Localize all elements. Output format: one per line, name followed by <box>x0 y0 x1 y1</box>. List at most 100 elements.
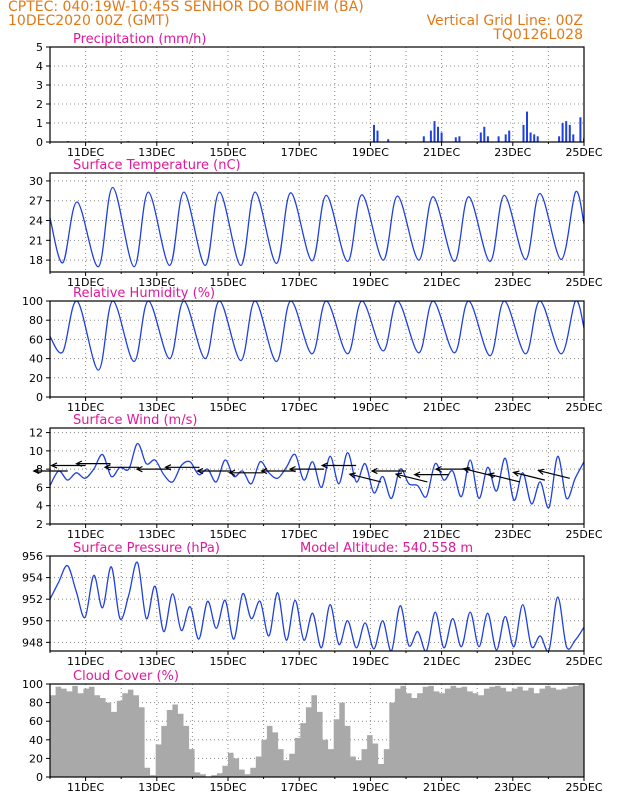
precip-bar <box>579 117 582 142</box>
x-tick-label: 17DEC <box>281 276 318 289</box>
x-tick-label: 13DEC <box>138 401 175 414</box>
grid-line-note: Vertical Grid Line: 00Z <box>426 13 583 29</box>
wind-arrow <box>75 460 111 467</box>
wind-arrow-head <box>260 467 268 475</box>
x-tick-label: 21DEC <box>423 276 460 289</box>
precip-bar <box>529 132 532 142</box>
precip-bar <box>568 124 571 142</box>
wind-arrow-head <box>288 465 296 473</box>
wind-arrow <box>288 465 325 473</box>
y-tick-label: 21 <box>29 234 43 247</box>
y-tick-label: 12 <box>29 427 43 440</box>
x-tick-label: 25DEC <box>565 401 602 414</box>
y-tick-label: 2 <box>36 98 43 111</box>
series-group <box>50 561 584 651</box>
panel-4: 948 950 952 954 956 11DEC 13DEC 15DEC 17DEC 19DEC… <box>22 541 603 668</box>
y-tick-label: 27 <box>29 195 43 208</box>
wind-arrow <box>394 472 428 483</box>
wind-arrow-head <box>228 469 236 476</box>
wind-arrow-head <box>50 462 58 469</box>
precip-bar <box>558 136 561 142</box>
wind-arrow-head <box>413 471 421 478</box>
model-id: TQ0126L028 <box>493 27 583 43</box>
panel-1: 18 21 24 27 30 11DEC 13DEC 15DEC 17DEC 19DEC 21DEC… <box>29 158 603 289</box>
wind-arrow-head <box>348 472 356 479</box>
precip-bar <box>572 134 575 142</box>
x-tick-label: 13DEC <box>138 146 175 159</box>
station-header: CPTEC: 040:19W-10:45S SENHOR DO BONFIM (… <box>8 0 364 15</box>
y-tick-label: 20 <box>29 752 43 765</box>
wind-arrow-head <box>394 472 403 479</box>
x-tick-label: 15DEC <box>209 146 246 159</box>
y-tick-label: 10 <box>29 445 43 458</box>
y-tick-label: 3 <box>36 79 43 92</box>
grid-lines <box>50 301 584 397</box>
wind-arrow <box>320 462 357 469</box>
y-tick-label: 80 <box>29 314 43 327</box>
panel-3: 2 4 6 8 10 12 11DEC 13DEC 15DEC 17DEC 19DEC 21DEC 23… <box>29 413 603 541</box>
series-line <box>50 301 584 371</box>
precip-bar <box>454 137 457 142</box>
panel-frame <box>49 46 585 143</box>
wind-arrow-head <box>434 465 442 473</box>
wind-arrow <box>164 464 200 471</box>
x-tick-label: 15DEC <box>209 401 246 414</box>
y-tick-label: 0 <box>36 136 43 149</box>
panel-title: Surface Pressure (hPa) <box>73 541 220 556</box>
panel-title: Cloud Cover (%) <box>73 669 179 684</box>
wind-arrow <box>196 467 232 475</box>
y-tick-label: 4 <box>36 60 43 73</box>
x-tick-label: 19DEC <box>352 655 389 668</box>
series-line <box>50 186 584 268</box>
wind-arrow-head <box>462 466 470 473</box>
panel-title: Relative Humidity (%) <box>73 286 215 301</box>
precip-bar <box>522 124 525 142</box>
series-group <box>50 684 584 777</box>
x-tick-label: 21DEC <box>423 146 460 159</box>
x-tick-label: 17DEC <box>281 655 318 668</box>
y-tick-label: 40 <box>29 734 43 747</box>
precip-bar <box>429 130 432 142</box>
x-tick-label: 19DEC <box>352 781 389 794</box>
precip-bar <box>387 139 390 142</box>
precip-bar <box>497 136 500 142</box>
y-tick-label: 956 <box>22 550 43 563</box>
x-tick-label: 15DEC <box>209 528 246 541</box>
x-tick-label: 25DEC <box>565 146 602 159</box>
x-tick-label: 25DEC <box>565 655 602 668</box>
panel-frame <box>49 683 585 778</box>
wind-arrow <box>537 468 570 479</box>
series-group <box>66 111 584 142</box>
precip-bar <box>479 132 482 142</box>
y-tick-label: 18 <box>29 254 43 267</box>
x-tick-label: 21DEC <box>423 781 460 794</box>
series-group <box>50 301 584 371</box>
wind-arrow <box>32 467 68 475</box>
y-tick-label: 6 <box>36 481 43 494</box>
y-tick-label: 100 <box>22 678 43 691</box>
x-tick-label: 25DEC <box>565 528 602 541</box>
precip-bar <box>565 121 568 142</box>
precip-bar <box>433 121 436 142</box>
precip-bar <box>458 136 461 142</box>
wind-arrow-head <box>32 467 40 475</box>
wind-arrow <box>413 471 449 478</box>
panel-0: 0 1 2 3 4 5 11DEC 13DEC 15DEC 17DEC 19DEC 21DEC 23DE… <box>36 32 603 159</box>
precip-bar <box>486 136 489 142</box>
y-tick-label: 948 <box>22 636 43 649</box>
x-tick-label: 17DEC <box>281 146 318 159</box>
y-tick-label: 30 <box>29 175 43 188</box>
x-tick-label: 19DEC <box>352 146 389 159</box>
x-tick-label: 25DEC <box>565 781 602 794</box>
wind-arrow-head <box>135 465 143 473</box>
x-tick-label: 25DEC <box>565 276 602 289</box>
panel-frame <box>49 172 585 273</box>
precip-bar <box>440 132 443 142</box>
wind-arrow <box>370 467 406 475</box>
x-tick-label: 11DEC <box>67 276 104 289</box>
y-tick-label: 952 <box>22 593 43 606</box>
y-tick-label: 20 <box>29 372 43 385</box>
x-tick-label: 13DEC <box>138 781 175 794</box>
x-tick-label: 23DEC <box>494 781 531 794</box>
x-tick-label: 11DEC <box>67 528 104 541</box>
